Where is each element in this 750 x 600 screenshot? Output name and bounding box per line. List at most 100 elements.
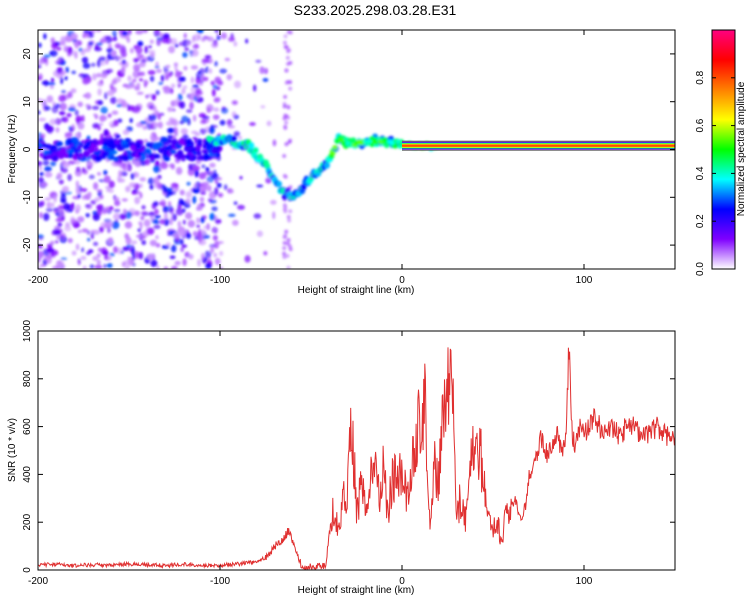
spectral-blob: [47, 81, 56, 86]
spectral-blob: [71, 202, 75, 209]
spectral-blob: [148, 211, 155, 217]
spectral-blob: [343, 136, 349, 142]
spectral-blob: [207, 36, 214, 42]
x-tick-label: -100: [210, 275, 230, 286]
spectral-blob: [178, 138, 185, 145]
spectral-blob: [149, 75, 155, 82]
spectral-blob: [284, 142, 289, 147]
spectral-blob: [106, 68, 113, 73]
spectral-blob: [149, 215, 155, 221]
spectral-blob: [201, 58, 210, 63]
spectral-blob: [196, 30, 204, 34]
spectral-blob: [99, 115, 108, 122]
spectral-blob: [285, 253, 290, 258]
spectral-blob: [88, 174, 95, 180]
spectral-blob: [194, 182, 199, 189]
spectral-blob: [220, 107, 229, 114]
spectral-blob: [212, 235, 218, 241]
spectral-blob: [196, 182, 204, 187]
spectral-blob: [324, 162, 331, 169]
spectral-blob: [138, 183, 143, 188]
spectral-blob: [167, 106, 173, 112]
spectral-blob: [155, 90, 160, 96]
spectral-blob: [286, 105, 291, 110]
spectral-blob: [129, 182, 137, 188]
spectral-blob: [114, 42, 121, 49]
spectral-blob: [138, 221, 142, 225]
spectral-blob: [117, 169, 123, 178]
spectral-blob: [168, 163, 175, 168]
spectral-blob: [74, 42, 79, 49]
spectral-blob: [205, 55, 211, 59]
spectral-blob: [143, 139, 149, 143]
spectral-blob: [184, 46, 190, 52]
spectral-blob: [213, 169, 217, 177]
spectral-blob: [160, 199, 166, 203]
spectral-band: [402, 144, 675, 147]
spectral-blob: [67, 138, 73, 144]
spectral-blob: [198, 172, 207, 180]
spectral-blob: [283, 174, 288, 179]
snr-series-line: [38, 347, 675, 570]
spectral-blob: [58, 94, 66, 103]
spectral-blob: [212, 84, 218, 90]
spectral-blob: [165, 64, 171, 68]
spectral-blob: [55, 60, 60, 64]
spectral-blob: [260, 66, 265, 73]
spectral-blob: [188, 154, 194, 159]
spectral-blob: [171, 108, 176, 112]
spectral-blob: [207, 58, 213, 64]
spectral-blob: [149, 52, 156, 58]
spectral-blob: [160, 36, 169, 44]
spectral-blob: [180, 239, 184, 246]
spectral-blob: [137, 228, 141, 232]
spectral-blob: [91, 105, 100, 110]
spectral-blob: [209, 124, 218, 129]
spectral-blob: [38, 256, 41, 263]
spectral-blob: [199, 196, 205, 203]
spectral-blob: [60, 257, 68, 261]
spectral-blob: [131, 240, 138, 245]
spectral-blob: [196, 138, 203, 143]
spectral-blob: [93, 124, 99, 128]
spectral-blob: [93, 113, 98, 117]
spectral-blob: [186, 109, 193, 113]
spectral-blob: [97, 59, 101, 68]
spectral-blob: [81, 114, 85, 123]
spectral-blob: [215, 240, 224, 245]
spectral-blob: [201, 149, 209, 154]
spectral-blob: [130, 172, 135, 180]
spectral-blob: [133, 63, 140, 72]
spectral-blob: [103, 175, 111, 184]
spectral-blob: [77, 101, 84, 108]
spectral-blob: [150, 133, 155, 141]
spectral-blob: [286, 49, 291, 54]
spectral-blob: [170, 244, 177, 253]
spectral-blob: [219, 250, 224, 256]
spectral-blob: [266, 120, 272, 127]
spectral-blob: [173, 62, 179, 67]
y-tick-label: -20: [22, 237, 33, 252]
spectral-blob: [62, 116, 69, 123]
spectral-blob: [88, 30, 93, 37]
spectral-blob: [129, 118, 133, 124]
spectral-blob: [169, 190, 177, 195]
spectral-blob: [94, 197, 101, 202]
spectral-blob: [167, 201, 172, 207]
spectral-blob: [81, 56, 89, 64]
spectral-blob: [96, 259, 101, 266]
spectral-blob: [61, 232, 66, 241]
spectral-blob: [282, 40, 287, 45]
spectral-blob: [180, 246, 185, 253]
spectral-blob: [63, 44, 68, 53]
spectral-blob: [163, 212, 168, 220]
spectral-blob: [82, 62, 91, 69]
spectral-blob: [43, 254, 48, 262]
spectral-blob: [179, 120, 185, 125]
spectral-blob: [87, 237, 91, 242]
spectral-blob: [97, 247, 103, 252]
spectral-blob: [168, 45, 176, 54]
spectral-blob: [137, 71, 146, 77]
